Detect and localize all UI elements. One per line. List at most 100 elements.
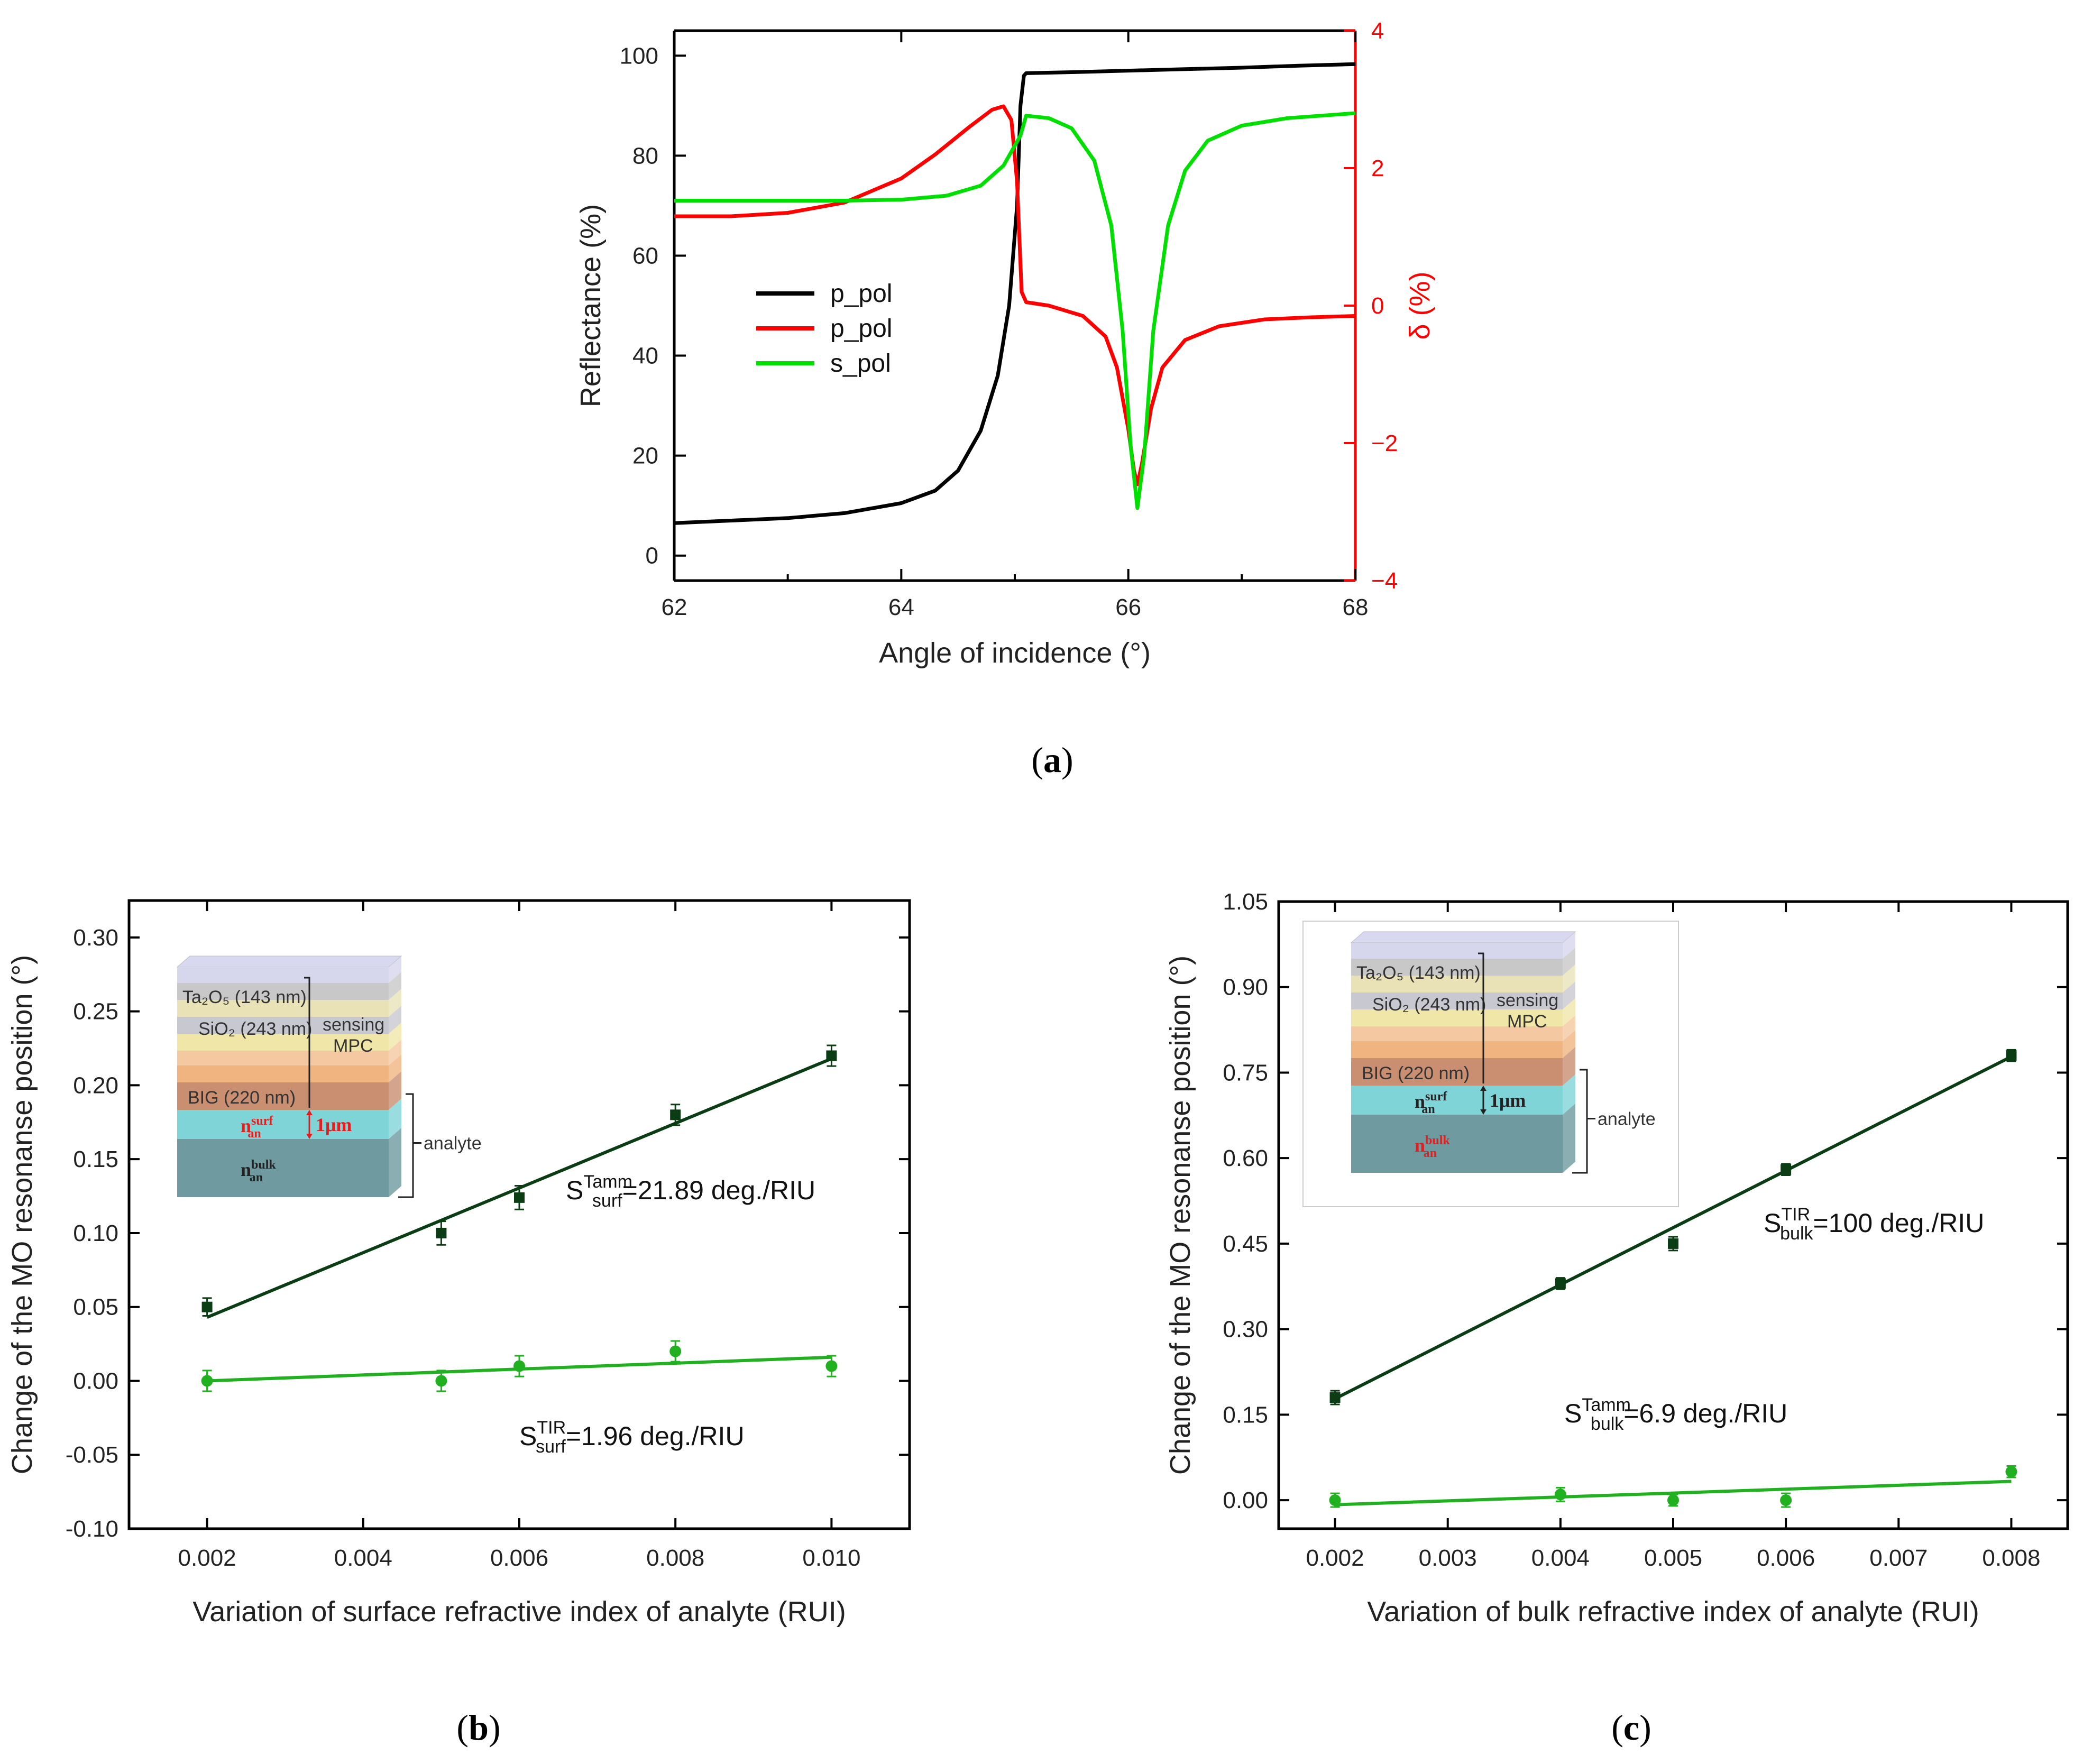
inset-label-n-bulk-part: n	[241, 1159, 251, 1180]
x-tick-label: 0.010	[802, 1545, 860, 1571]
inset-layer	[177, 1034, 389, 1051]
data-point-square	[1329, 1392, 1341, 1403]
sensitivity-annotation-part: TIR	[1781, 1205, 1810, 1225]
sensitivity-annotation-part: =21.89 deg./RIU	[622, 1175, 816, 1205]
sensitivity-annotation-part: S	[1564, 1399, 1582, 1428]
data-point-circle	[1554, 1489, 1566, 1501]
inset-layer	[177, 1139, 389, 1197]
y-tick-label: 0.05	[73, 1294, 118, 1320]
y-tick-label: 0.75	[1223, 1060, 1268, 1086]
inset-label-big: BIG (220 nm)	[1362, 1063, 1470, 1083]
data-point-square	[670, 1109, 681, 1120]
x-tick-label: 64	[888, 594, 914, 620]
inset-side-face	[389, 1071, 401, 1110]
inset-side-face	[1563, 1074, 1575, 1115]
inset-side-face	[389, 1006, 401, 1034]
inset-side-face	[389, 956, 401, 983]
x-tick-label: 0.008	[1982, 1545, 2040, 1571]
inset-side-face	[1563, 948, 1575, 976]
sensitivity-annotation-part: Tamm	[583, 1172, 632, 1192]
data-point-square	[201, 1301, 213, 1312]
inset-layer	[177, 967, 389, 983]
data-point-square	[514, 1192, 525, 1203]
inset-arrowhead-down	[1480, 1109, 1486, 1115]
inset-bracket-mpc	[304, 977, 310, 1108]
y-tick-label: 100	[620, 43, 658, 69]
series-line-p_pol-1	[674, 104, 1356, 486]
inset-label-thickness: 1μm	[1490, 1090, 1526, 1111]
sensitivity-annotation-part: S	[519, 1421, 537, 1451]
y-tick-label: 0.30	[1223, 1317, 1268, 1343]
sensitivity-annotation-part: S	[1764, 1208, 1781, 1238]
caption-c-part: c	[1623, 1707, 1639, 1748]
inset-bracket-analyte	[398, 1093, 414, 1198]
legend-label: p_pol	[830, 280, 892, 308]
data-point-square	[1668, 1238, 1678, 1249]
sensitivity-annotation-part: bulk	[1780, 1224, 1813, 1244]
inset-label-n-surf-part: an	[1421, 1102, 1435, 1116]
x-axis-label: Angle of incidence (°)	[879, 637, 1151, 669]
inset-label-n-bulk-part: an	[250, 1171, 263, 1184]
x-tick-label: 0.007	[1869, 1545, 1928, 1571]
inset-layer	[1351, 1058, 1563, 1086]
fit-line-Tamm	[1335, 1480, 2012, 1506]
inset-label-thickness: 1μm	[316, 1114, 352, 1135]
inset-label-n-surf-part: surf	[1425, 1090, 1447, 1104]
x-tick-label: 0.002	[1306, 1545, 1364, 1571]
inset-side-face	[389, 1040, 401, 1065]
data-point-circle	[1329, 1494, 1341, 1506]
legend-label: p_pol	[830, 315, 892, 343]
inset-label-n-surf: nsurf an	[241, 1114, 273, 1141]
inset-layer	[177, 1000, 389, 1017]
caption-b-part: )	[489, 1707, 501, 1748]
data-point-circle	[201, 1375, 213, 1387]
data-point-square	[1781, 1164, 1792, 1175]
caption-b-part: b	[469, 1707, 489, 1748]
y-tick-label: 0.10	[73, 1220, 118, 1246]
series-TIR	[1329, 1049, 2017, 1405]
inset-layer	[1351, 1041, 1563, 1058]
data-point-circle	[1667, 1494, 1679, 1506]
data-point-square	[826, 1050, 837, 1061]
inset-layer	[1351, 993, 1563, 1009]
inset-label-n-surf-part: n	[1415, 1091, 1425, 1112]
inset-arrowhead-down	[306, 1134, 313, 1139]
inset-side-face	[1563, 981, 1575, 1009]
sensitivity-annotation: STIR surf=1.96 deg./RIU	[519, 1418, 745, 1457]
y-tick-label: 0.45	[1223, 1231, 1268, 1257]
x-axis-label: Variation of bulk refractive index of an…	[1367, 1596, 1979, 1628]
inset-side-face	[1563, 1015, 1575, 1041]
inset-side-face	[1563, 998, 1575, 1026]
x-tick-label: 0.003	[1419, 1545, 1477, 1571]
inset-side-face	[389, 1128, 401, 1197]
data-point-circle	[513, 1360, 525, 1372]
inset-label-sio2: SiO₂ (243 nm)	[1372, 995, 1486, 1015]
chart-b: 0.002 0.004 0.006 0.008 0.010 -0.10 -0.05 0.00 0…	[6, 899, 911, 1628]
y-tick-label: 0.90	[1223, 975, 1268, 1000]
inset-diagram: Ta₂O₅ (143 nm) SiO₂ (243 nm) BIG (220 nm) s…	[176, 956, 482, 1198]
fit-line-TIR	[1334, 1055, 2012, 1400]
x-tick-label: 0.002	[178, 1545, 236, 1571]
x-axis-label: Variation of surface refractive index of…	[192, 1596, 846, 1628]
x-tick-label: 0.006	[1757, 1545, 1815, 1571]
inset-side-face	[1563, 1030, 1575, 1058]
inset-side-face	[389, 1023, 401, 1051]
y-tick-label: 0.60	[1223, 1145, 1268, 1171]
y-tick-label: 0.30	[73, 925, 118, 951]
inset-side-face	[1563, 932, 1575, 959]
y2-axis-label: δ (%)	[1404, 271, 1436, 339]
inset-label-big: BIG (220 nm)	[188, 1088, 296, 1108]
inset-layer	[177, 1017, 389, 1034]
y-tick-label: 0.00	[73, 1368, 118, 1394]
y-tick-label: 60	[632, 243, 658, 269]
inset-label-sio2: SiO₂ (243 nm)	[198, 1019, 312, 1039]
inset-layer	[1351, 1009, 1563, 1026]
inset-label-n-bulk: nbulk an	[1415, 1134, 1450, 1160]
y-tick-label: 0.20	[73, 1072, 118, 1098]
inset-label-n-surf: nsurf an	[1415, 1090, 1447, 1116]
inset-side-face	[389, 1054, 401, 1082]
sensitivity-annotation: STamm bulk=6.9 deg./RIU	[1564, 1395, 1787, 1434]
data-point-circle	[2005, 1466, 2017, 1478]
inset-bracket-analyte	[1572, 1069, 1588, 1174]
